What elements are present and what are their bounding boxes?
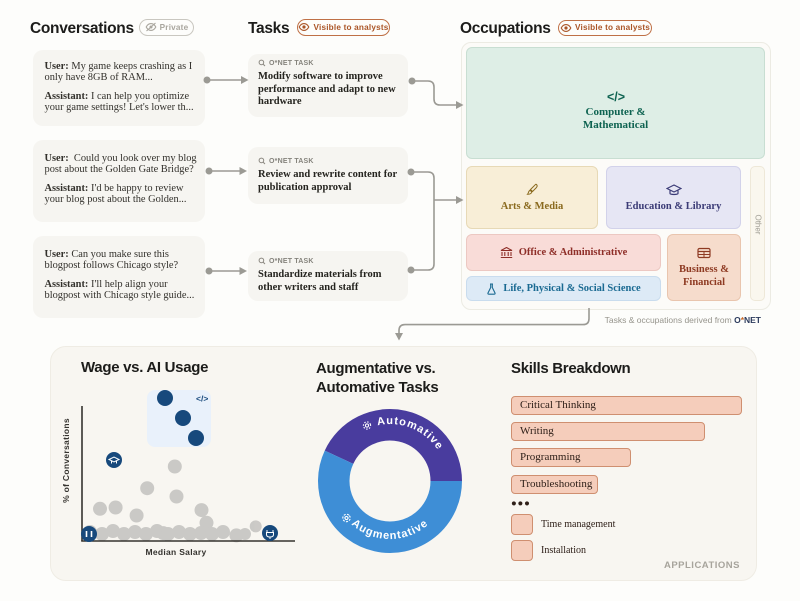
svg-text:Median Salary: Median Salary: [145, 547, 206, 557]
svg-text:</>: </>: [606, 90, 624, 103]
svg-text:</>: </>: [196, 394, 208, 404]
svg-text:% of Conversations: % of Conversations: [61, 418, 71, 503]
